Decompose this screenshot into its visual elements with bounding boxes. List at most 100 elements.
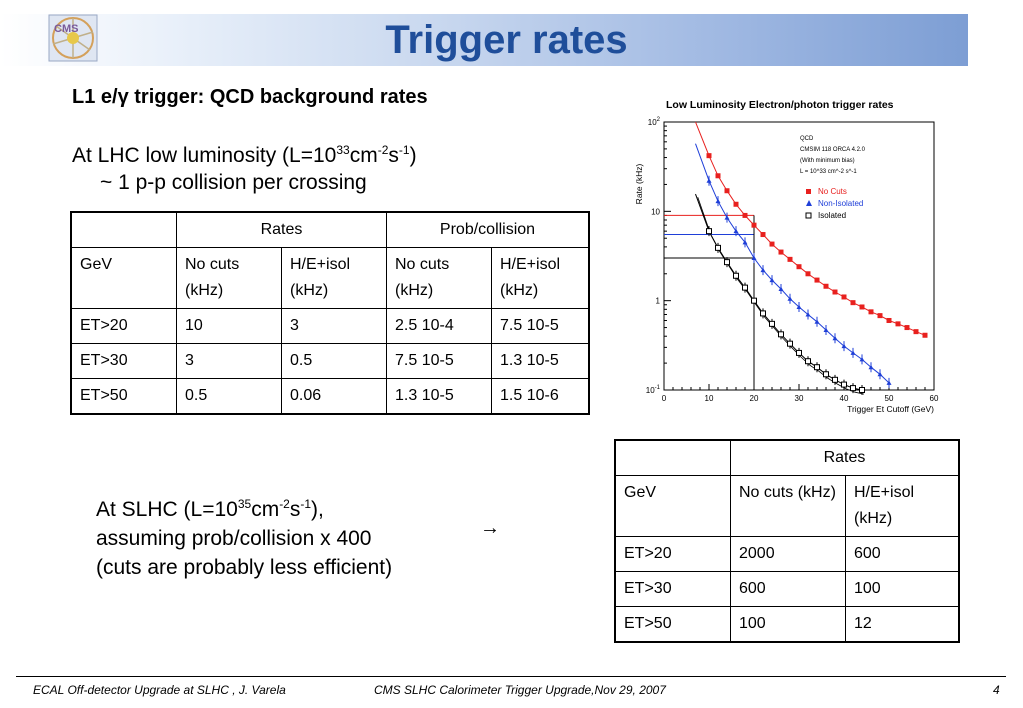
footer-divider bbox=[16, 676, 1006, 677]
table-row: ET>30 3 0.5 7.5 10-5 1.3 10-5 bbox=[70, 343, 590, 379]
y-tick-label: 10-1 bbox=[646, 385, 661, 395]
y-tick-label: 1 bbox=[656, 297, 661, 306]
footer-author: ECAL Off-detector Upgrade at SLHC , J. V… bbox=[33, 683, 286, 697]
data-point bbox=[733, 272, 739, 279]
x-tick-label: 30 bbox=[795, 394, 804, 403]
chart-title: Low Luminosity Electron/photon trigger r… bbox=[666, 99, 894, 111]
data-point bbox=[778, 286, 784, 292]
table-row: ET>50 100 12 bbox=[614, 606, 960, 643]
data-point bbox=[796, 304, 802, 309]
data-point bbox=[868, 309, 874, 315]
data-point bbox=[715, 198, 721, 204]
y-tick-label: 10 bbox=[651, 207, 660, 216]
table-row: ET>30 600 100 bbox=[614, 571, 960, 607]
info-line: CMSIM 118 ORCA 4.2.0 bbox=[800, 147, 866, 153]
data-point bbox=[859, 304, 865, 310]
x-tick-label: 20 bbox=[750, 394, 759, 403]
data-point bbox=[796, 264, 802, 270]
legend-marker bbox=[806, 200, 812, 206]
data-point bbox=[904, 325, 910, 331]
data-point bbox=[832, 335, 838, 341]
svg-text:CMS: CMS bbox=[54, 23, 78, 35]
data-point bbox=[886, 317, 892, 323]
data-point bbox=[733, 228, 739, 234]
data-point bbox=[760, 310, 766, 317]
slhc-luminosity-text: At SLHC (L=1035cm-2s-1), assuming prob/c… bbox=[96, 497, 393, 579]
data-point bbox=[769, 277, 775, 283]
collision-per-crossing-text: ~ 1 p-p collision per crossing bbox=[100, 171, 367, 194]
legend-label: Non-Isolated bbox=[818, 199, 863, 208]
data-point bbox=[751, 297, 757, 304]
data-point bbox=[769, 241, 775, 247]
lhc-rates-table: Rates Prob/collision GeV No cuts (kHz) H… bbox=[70, 211, 590, 415]
x-tick-label: 60 bbox=[930, 394, 939, 403]
data-point bbox=[724, 215, 730, 220]
data-point bbox=[841, 294, 847, 300]
x-tick-label: 10 bbox=[705, 394, 714, 403]
y-tick-label: 102 bbox=[648, 117, 661, 127]
data-point bbox=[715, 244, 721, 251]
data-point bbox=[805, 312, 811, 317]
legend-marker bbox=[805, 212, 812, 219]
data-point bbox=[706, 228, 712, 235]
legend-label: No Cuts bbox=[818, 187, 847, 196]
page-number: 4 bbox=[993, 683, 1000, 697]
data-point bbox=[850, 385, 856, 392]
data-point bbox=[913, 329, 919, 335]
data-point bbox=[724, 259, 730, 266]
table-row: ET>20 2000 600 bbox=[614, 536, 960, 572]
table-header-row: Rates bbox=[614, 439, 960, 476]
data-point bbox=[751, 222, 757, 228]
data-point bbox=[769, 320, 775, 327]
prob-collision-header: Prob/collision bbox=[386, 211, 590, 248]
data-point bbox=[814, 364, 820, 371]
legend-label: Isolated bbox=[818, 211, 846, 220]
rates-header: Rates bbox=[176, 211, 387, 248]
page-title: Trigger rates bbox=[385, 18, 628, 62]
series-curve bbox=[697, 197, 865, 395]
data-point bbox=[868, 364, 874, 370]
data-point bbox=[715, 173, 721, 179]
data-point bbox=[778, 331, 784, 338]
data-point bbox=[823, 371, 829, 378]
data-point bbox=[805, 358, 811, 365]
data-point bbox=[895, 321, 901, 327]
data-point bbox=[832, 289, 838, 295]
data-point bbox=[742, 284, 748, 291]
x-tick-label: 0 bbox=[662, 394, 667, 403]
data-point bbox=[778, 249, 784, 255]
legend-marker bbox=[806, 189, 811, 194]
x-axis-label: Trigger Et Cutoff (GeV) bbox=[847, 404, 934, 414]
data-point bbox=[760, 232, 766, 238]
data-point bbox=[742, 239, 748, 245]
data-point bbox=[850, 300, 856, 306]
info-line: L = 10^33 cm^-2 s^-1 bbox=[800, 169, 857, 175]
data-point bbox=[742, 212, 748, 218]
lhc-luminosity-text: At LHC low luminosity (L=1033cm-2s-1) bbox=[72, 143, 417, 167]
table-header-row: Rates Prob/collision bbox=[70, 211, 590, 248]
title-bar bbox=[0, 14, 968, 66]
info-line: QCD bbox=[800, 136, 814, 142]
data-point bbox=[787, 256, 793, 262]
table-subheader-row: GeV No cuts (kHz) H/E+isol (kHz) bbox=[614, 475, 960, 537]
y-axis-label: Rate (kHz) bbox=[634, 164, 644, 205]
data-point bbox=[877, 313, 883, 319]
data-point bbox=[787, 296, 793, 301]
x-tick-label: 40 bbox=[840, 394, 849, 403]
data-point bbox=[832, 376, 838, 383]
trigger-rates-chart: Low Luminosity Electron/photon trigger r… bbox=[634, 99, 939, 414]
data-point bbox=[805, 271, 811, 277]
table-subheader-row: GeV No cuts (kHz) H/E+isol (kHz) No cuts… bbox=[70, 247, 590, 309]
data-point bbox=[922, 332, 928, 338]
data-point bbox=[733, 201, 739, 207]
info-line: (With minimum bias) bbox=[800, 158, 855, 164]
data-point bbox=[751, 255, 757, 261]
footer-event: CMS SLHC Calorimeter Trigger Upgrade,Nov… bbox=[374, 683, 666, 697]
arrow-right-icon: → bbox=[480, 517, 500, 539]
series-curve bbox=[695, 121, 926, 336]
table-row: ET>20 10 3 2.5 10-4 7.5 10-5 bbox=[70, 308, 590, 344]
x-tick-label: 50 bbox=[885, 394, 894, 403]
rates-header: Rates bbox=[730, 439, 960, 476]
data-point bbox=[760, 267, 766, 273]
data-point bbox=[796, 349, 802, 356]
